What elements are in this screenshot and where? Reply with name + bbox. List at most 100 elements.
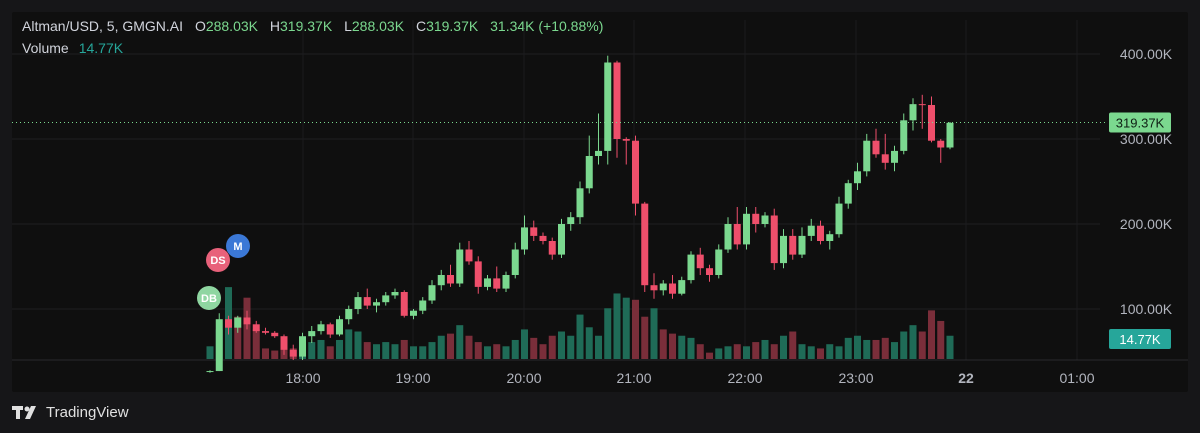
candle: [909, 98, 917, 131]
volume-bar: [428, 342, 436, 359]
price-tick-label: 300.00K: [1120, 131, 1173, 147]
candle-body: [687, 254, 695, 281]
volume-label: Volume: [22, 40, 69, 56]
candle-body: [669, 283, 676, 294]
candle-body: [863, 140, 871, 172]
candle: [687, 251, 695, 284]
volume-bar: [576, 314, 584, 359]
volume-bar: [456, 325, 464, 359]
candle: [770, 208, 778, 270]
candle-body: [289, 349, 297, 357]
candle-body: [780, 235, 787, 264]
candle: [761, 212, 769, 228]
volume-bar: [326, 346, 334, 359]
trade-markers[interactable]: M DS DB: [197, 234, 250, 310]
candle: [595, 113, 602, 165]
volume-bar: [669, 333, 676, 359]
volume-badge-text: 14.77K: [1119, 332, 1161, 347]
symbol-label: Altman/USD, 5, GMGN.AI: [22, 18, 184, 34]
candle-body: [530, 227, 538, 236]
volume-bar: [539, 344, 547, 359]
volume-bar: [724, 346, 732, 359]
candle: [900, 113, 908, 155]
candle: [493, 266, 501, 292]
volume-bar: [835, 346, 843, 359]
candle: [928, 96, 935, 143]
candle-body: [225, 319, 232, 328]
time-tick-label: 20:00: [506, 370, 541, 386]
volume-bar: [854, 335, 861, 359]
volume-bar: [410, 346, 417, 359]
candle: [937, 139, 945, 163]
time-tick-label: 23:00: [838, 370, 873, 386]
candle-body: [299, 336, 306, 357]
volume-bar: [872, 339, 880, 359]
candle-body: [363, 297, 371, 306]
volume-bar: [798, 344, 806, 359]
candle-body: [252, 324, 260, 332]
candle: [576, 181, 584, 224]
candle: [715, 244, 723, 279]
candle: [308, 326, 316, 343]
candle-body: [835, 203, 843, 235]
candle: [548, 237, 556, 260]
volume-bar: [706, 352, 713, 359]
candle: [622, 137, 630, 165]
volume-bar: [447, 333, 454, 359]
volume-bar: [585, 327, 593, 359]
candle-body: [437, 275, 445, 286]
candle-body: [678, 280, 686, 294]
branding[interactable]: TradingView: [12, 404, 129, 421]
candle: [659, 280, 667, 296]
candle-body: [918, 104, 926, 106]
candle-body: [891, 150, 898, 163]
price-badge: 319.37K: [1109, 112, 1171, 133]
candle: [558, 218, 565, 258]
candle-body: [391, 292, 399, 296]
candle-body: [752, 213, 760, 224]
candle-body: [567, 217, 575, 224]
candle-body: [881, 154, 889, 163]
volume-bar: [844, 337, 852, 359]
candle-body: [928, 105, 935, 141]
close-label: C: [415, 18, 427, 34]
marker-circle: [226, 234, 250, 258]
marker-m: M: [226, 234, 250, 258]
candle-body: [604, 62, 612, 151]
volume-bar: [558, 331, 565, 359]
candle-body: [474, 261, 482, 287]
candle: [780, 229, 787, 269]
marker-circle: [197, 286, 221, 310]
candle: [844, 179, 852, 209]
volume-bar: [474, 342, 482, 359]
candle: [733, 207, 741, 250]
close-value: 319.37K: [426, 18, 479, 34]
candle: [474, 256, 482, 294]
candle: [243, 310, 251, 330]
candle-body: [817, 225, 824, 241]
candle-body: [493, 278, 501, 289]
candle: [456, 242, 464, 287]
candle-body: [234, 317, 242, 328]
volume-legend: Volume 14.77K: [22, 40, 123, 56]
candle-body: [761, 215, 769, 224]
candle-body: [585, 156, 593, 189]
volume-bar: [234, 316, 242, 359]
candle: [289, 344, 297, 360]
volume-bar: [493, 344, 501, 359]
candle: [650, 273, 658, 299]
volume-value: 14.77K: [78, 40, 124, 56]
candle: [752, 207, 760, 233]
candle: [743, 207, 750, 250]
volume-bar: [336, 339, 343, 359]
volume-bar: [909, 325, 917, 359]
candle: [826, 230, 834, 250]
candlestick-chart[interactable]: 100.00K 200.00K 300.00K 400.00K 18:00 19:00 2…: [0, 0, 1200, 400]
candle-body: [937, 140, 945, 148]
candle-body: [595, 150, 602, 156]
time-tick-label: 22:00: [727, 370, 762, 386]
candle: [419, 297, 427, 315]
candle: [262, 327, 269, 335]
candle: [678, 276, 686, 296]
chart-pane[interactable]: [12, 12, 1188, 392]
